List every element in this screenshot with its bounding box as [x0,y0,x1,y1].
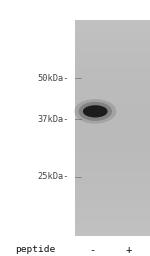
Bar [75,210,150,214]
Bar [75,27,150,31]
Bar [75,228,150,232]
Bar [75,196,150,200]
Bar [75,174,150,178]
Bar [75,38,150,42]
Bar [75,95,150,99]
Text: 25kDa-: 25kDa- [38,172,69,181]
Bar [75,63,150,67]
Bar [75,106,150,110]
Bar [75,52,150,56]
Bar [75,113,150,117]
Bar [75,110,150,114]
Text: peptide: peptide [15,245,55,254]
Bar [75,135,150,139]
Bar [75,92,150,96]
Bar [75,121,150,124]
Bar [75,24,150,28]
Bar [75,42,150,46]
Bar [75,217,150,221]
Bar [75,103,150,106]
Bar [75,221,150,225]
Bar [75,142,150,146]
Bar [75,56,150,60]
Bar [75,35,150,38]
Bar [75,153,150,157]
Bar [75,189,150,193]
Ellipse shape [83,105,108,118]
Bar [0,236,150,256]
Text: 37kDa-: 37kDa- [38,114,69,124]
Bar [75,85,150,89]
Bar [75,192,150,196]
Bar [75,185,150,189]
Bar [75,171,150,175]
Bar [75,199,150,203]
Bar [75,88,150,92]
Text: -: - [89,244,95,255]
Bar [75,167,150,171]
Bar [75,78,150,81]
Bar [75,138,150,142]
Bar [75,45,150,49]
Bar [75,49,150,53]
Bar [0,0,75,256]
Bar [75,99,150,103]
Ellipse shape [74,99,116,124]
Bar [75,225,150,228]
Text: 50kDa-: 50kDa- [38,73,69,83]
Bar [75,117,150,121]
Bar [75,146,150,150]
Bar [75,67,150,71]
Bar [75,124,150,128]
Bar [75,214,150,218]
Bar [75,131,150,135]
Bar [75,156,150,160]
Bar [75,182,150,185]
Bar [75,160,150,164]
Bar [75,203,150,207]
Bar [75,31,150,35]
Bar [75,178,150,182]
Bar [75,232,150,236]
Bar [75,149,150,153]
Bar [75,81,150,85]
Text: +: + [125,244,131,255]
Bar [75,70,150,74]
Ellipse shape [79,102,112,121]
Bar [75,60,150,63]
Bar [75,74,150,78]
Bar [75,207,150,210]
Bar [75,164,150,167]
Bar [75,20,150,24]
Bar [75,128,150,132]
